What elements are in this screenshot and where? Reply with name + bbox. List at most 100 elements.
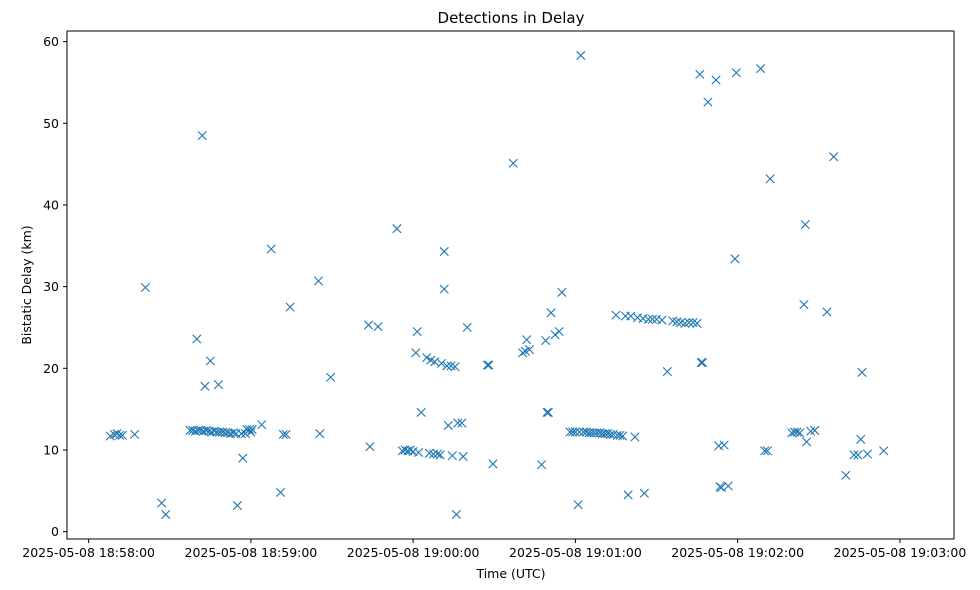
data-point bbox=[447, 451, 457, 461]
data-point bbox=[197, 130, 207, 141]
data-point bbox=[630, 432, 640, 442]
data-point bbox=[451, 509, 462, 520]
data-point bbox=[257, 420, 267, 430]
data-point bbox=[853, 450, 863, 460]
data-point bbox=[285, 302, 295, 312]
data-point bbox=[373, 322, 383, 332]
data-point bbox=[800, 219, 810, 230]
data-point bbox=[247, 424, 257, 435]
data-point bbox=[458, 451, 468, 462]
data-point bbox=[246, 427, 256, 437]
x-tick-label: 2025-05-08 19:00:00 bbox=[347, 545, 480, 560]
data-point bbox=[457, 418, 467, 428]
data-point bbox=[405, 445, 416, 455]
x-tick-label: 2025-05-08 18:58:00 bbox=[22, 545, 155, 560]
data-point bbox=[537, 460, 547, 470]
data-point bbox=[795, 428, 805, 438]
y-tick-label: 0 bbox=[51, 524, 59, 539]
data-point bbox=[542, 407, 552, 417]
y-tick-label: 30 bbox=[43, 279, 59, 294]
data-point bbox=[684, 317, 694, 328]
data-point bbox=[315, 429, 325, 439]
data-point bbox=[723, 481, 733, 491]
data-point bbox=[862, 449, 873, 459]
data-point bbox=[799, 300, 809, 310]
data-point bbox=[115, 430, 125, 440]
data-point bbox=[236, 429, 247, 439]
data-point bbox=[157, 498, 167, 508]
data-point bbox=[228, 428, 238, 438]
data-point bbox=[442, 361, 452, 371]
data-point bbox=[570, 427, 580, 437]
data-point bbox=[392, 224, 402, 234]
data-point bbox=[112, 429, 122, 439]
data-point bbox=[756, 63, 766, 74]
data-point bbox=[518, 348, 528, 358]
data-point bbox=[647, 314, 658, 324]
data-point bbox=[618, 431, 628, 441]
data-point bbox=[554, 326, 564, 337]
data-point bbox=[849, 450, 859, 460]
x-tick-label: 2025-05-08 19:01:00 bbox=[509, 545, 642, 560]
data-point bbox=[412, 326, 422, 337]
data-point bbox=[201, 425, 211, 435]
data-point bbox=[281, 429, 291, 440]
data-point bbox=[573, 500, 583, 510]
data-point bbox=[543, 407, 553, 417]
data-point bbox=[792, 427, 802, 437]
x-axis-title: Time (UTC) bbox=[475, 566, 545, 581]
data-point bbox=[657, 315, 667, 325]
data-point bbox=[192, 334, 202, 344]
data-point bbox=[450, 362, 460, 372]
data-point bbox=[541, 335, 551, 346]
data-point bbox=[411, 348, 421, 358]
data-point bbox=[557, 287, 567, 297]
data-point bbox=[703, 97, 713, 107]
data-point bbox=[200, 381, 210, 391]
data-point bbox=[762, 446, 772, 456]
data-point bbox=[278, 429, 288, 440]
data-point bbox=[623, 490, 633, 500]
data-point bbox=[313, 276, 324, 286]
data-point bbox=[856, 434, 866, 444]
y-axis: 0 10 20 30 40 50 60 bbox=[43, 34, 67, 539]
data-point bbox=[696, 357, 706, 368]
data-point bbox=[760, 446, 770, 456]
data-point bbox=[326, 372, 336, 382]
data-points bbox=[105, 50, 889, 520]
data-point bbox=[765, 174, 775, 184]
data-point bbox=[213, 380, 224, 390]
data-point bbox=[244, 424, 255, 435]
data-point bbox=[695, 69, 705, 79]
data-point bbox=[140, 282, 151, 293]
data-point bbox=[161, 509, 171, 520]
data-point bbox=[276, 487, 286, 498]
data-point bbox=[522, 335, 532, 345]
data-point bbox=[643, 314, 654, 324]
data-point bbox=[117, 430, 128, 440]
data-point bbox=[422, 353, 432, 363]
data-point bbox=[662, 366, 672, 377]
data-point bbox=[432, 449, 443, 459]
data-point bbox=[232, 500, 242, 511]
data-point bbox=[488, 459, 498, 469]
data-point bbox=[611, 310, 621, 320]
data-point bbox=[857, 367, 867, 377]
x-axis: 2025-05-08 18:58:00 2025-05-08 18:59:00 20… bbox=[22, 539, 966, 560]
data-point bbox=[130, 429, 140, 440]
data-point bbox=[546, 308, 556, 318]
chart-title: Detections in Delay bbox=[438, 9, 585, 27]
data-point bbox=[266, 244, 276, 254]
y-tick-label: 50 bbox=[43, 116, 59, 131]
data-point bbox=[365, 442, 375, 452]
data-point bbox=[439, 284, 449, 294]
data-point bbox=[482, 360, 493, 370]
y-axis-title: Bistatic Delay (km) bbox=[19, 225, 34, 344]
data-point bbox=[730, 254, 740, 264]
data-point bbox=[443, 420, 453, 431]
data-point bbox=[416, 407, 426, 417]
data-point bbox=[829, 152, 839, 162]
data-point bbox=[205, 356, 215, 366]
data-point bbox=[436, 358, 447, 368]
